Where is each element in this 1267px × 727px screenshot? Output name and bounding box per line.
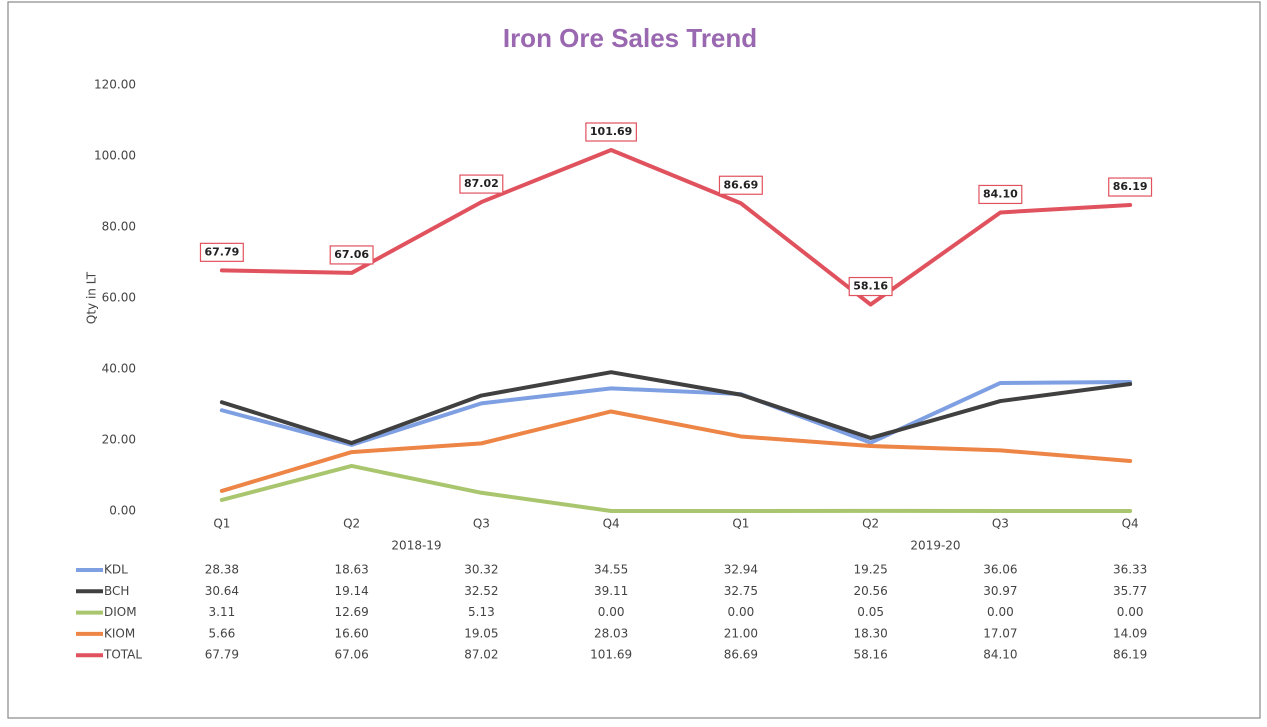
y-tick-label: 40.00 xyxy=(102,362,136,376)
table-cell: 5.66 xyxy=(209,626,236,640)
table-cell: 0.05 xyxy=(857,605,884,619)
y-tick-label: 80.00 xyxy=(102,220,136,234)
data-label: 58.16 xyxy=(853,280,888,293)
data-label: 101.69 xyxy=(590,125,632,138)
table-cell: 35.77 xyxy=(1113,584,1147,598)
table-cell: 58.16 xyxy=(853,648,887,662)
table-cell: 32.52 xyxy=(464,584,498,598)
data-label-box xyxy=(459,174,504,194)
data-label-box xyxy=(848,276,893,297)
x-tick-label: Q3 xyxy=(992,517,1009,531)
table-cell: 67.79 xyxy=(205,648,239,662)
x-tick-label: Q2 xyxy=(862,517,879,531)
table-cell: 16.60 xyxy=(334,626,368,640)
table-cell: 0.00 xyxy=(598,605,625,619)
data-label-box xyxy=(199,242,244,262)
y-tick-label: 60.00 xyxy=(102,291,136,305)
series-line xyxy=(219,463,1133,513)
table-cell: 86.19 xyxy=(1113,648,1147,662)
table-cell: 36.06 xyxy=(983,563,1017,577)
table-cell: 36.33 xyxy=(1113,563,1147,577)
table-cell: 84.10 xyxy=(983,648,1017,662)
y-tick-label: 20.00 xyxy=(102,433,136,447)
table-cell: 5.13 xyxy=(468,605,495,619)
table-cell: 28.38 xyxy=(205,563,239,577)
x-tick-label: Q4 xyxy=(603,517,620,531)
table-cell: 39.11 xyxy=(594,584,628,598)
table-cell: 0.00 xyxy=(1117,605,1144,619)
y-tick-label: 0.00 xyxy=(109,504,136,518)
table-cell: 87.02 xyxy=(464,648,498,662)
table-cell: 21.00 xyxy=(724,626,758,640)
table-cell: 0.00 xyxy=(987,605,1014,619)
table-cell: 30.64 xyxy=(205,584,239,598)
data-label-box xyxy=(585,122,637,142)
y-tick-label: 100.00 xyxy=(94,149,136,163)
table-cell: 30.97 xyxy=(983,584,1017,598)
x-tick-label: Q3 xyxy=(473,517,490,531)
table-cell: 0.00 xyxy=(728,605,755,619)
table-cell: 34.55 xyxy=(594,563,628,577)
table-cell: 67.06 xyxy=(334,648,368,662)
legend-label: TOTAL xyxy=(103,648,142,662)
y-tick-label: 120.00 xyxy=(94,78,136,92)
table-cell: 14.09 xyxy=(1113,626,1147,640)
table-cell: 19.25 xyxy=(853,563,887,577)
category-group-label: 2019-20 xyxy=(910,539,960,553)
category-group-label: 2018-19 xyxy=(391,539,441,553)
legend-label: DIOM xyxy=(104,605,137,619)
x-tick-label: Q2 xyxy=(343,517,360,531)
series-line xyxy=(219,409,1133,493)
legend-label: BCH xyxy=(104,584,129,598)
table-cell: 17.07 xyxy=(983,626,1017,640)
data-label: 86.19 xyxy=(1113,180,1148,193)
table-cell: 101.69 xyxy=(590,648,632,662)
data-label-box xyxy=(978,184,1023,205)
x-tick-label: Q1 xyxy=(732,517,749,531)
table-cell: 30.32 xyxy=(464,563,498,577)
series-line xyxy=(219,370,1133,446)
legend-label: KDL xyxy=(104,563,128,577)
x-tick-label: Q1 xyxy=(213,517,230,531)
data-label: 67.79 xyxy=(204,245,239,258)
data-label: 84.10 xyxy=(983,187,1018,200)
series-line xyxy=(219,380,1133,447)
table-cell: 86.69 xyxy=(724,648,758,662)
y-axis-label: Qty in LT xyxy=(85,271,99,324)
table-cell: 28.03 xyxy=(594,626,628,640)
table-cell: 12.69 xyxy=(334,605,368,619)
data-label-box xyxy=(329,245,374,265)
data-label: 87.02 xyxy=(464,177,499,190)
chart-title: Iron Ore Sales Trend xyxy=(503,23,757,53)
table-cell: 18.63 xyxy=(334,563,368,577)
table-cell: 18.30 xyxy=(853,626,887,640)
table-cell: 32.94 xyxy=(724,563,758,577)
table-cell: 20.56 xyxy=(853,584,887,598)
table-cell: 3.11 xyxy=(209,605,236,619)
x-tick-label: Q4 xyxy=(1122,517,1139,531)
data-label: 86.69 xyxy=(723,178,758,191)
legend-label: KIOM xyxy=(104,626,135,640)
table-cell: 19.05 xyxy=(464,626,498,640)
data-label-box xyxy=(718,175,763,195)
data-label-box xyxy=(1108,177,1153,197)
table-cell: 32.75 xyxy=(724,584,758,598)
chart-border xyxy=(7,1,1261,719)
table-cell: 19.14 xyxy=(334,584,368,598)
data-label: 67.06 xyxy=(334,248,369,261)
